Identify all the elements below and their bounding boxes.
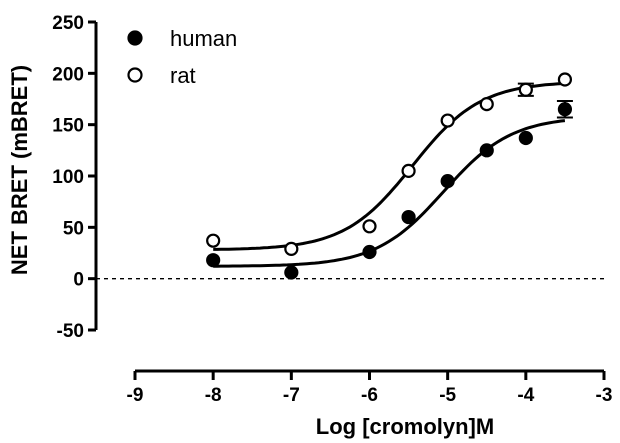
legend-marker-human — [127, 30, 143, 46]
data-point-rat — [557, 72, 573, 87]
data-point-human — [401, 209, 416, 225]
fit-curve-rat — [213, 81, 565, 251]
y-tick-label: 100 — [52, 167, 84, 188]
data-point-human — [440, 174, 455, 189]
y-tick-label: 250 — [52, 13, 84, 34]
y-tick-label: 0 — [73, 270, 84, 291]
x-tick-label: -7 — [283, 385, 300, 406]
x-tick-label: -6 — [361, 385, 378, 406]
data-points — [206, 72, 573, 280]
x-tick-label: -3 — [596, 385, 613, 406]
data-point-rat — [284, 241, 299, 256]
legend-marker-rat — [127, 67, 143, 83]
data-point-human — [362, 244, 377, 260]
x-tick-label: -9 — [127, 385, 144, 406]
legend-label-rat: rat — [170, 63, 196, 88]
x-axis-title: Log [cromolyn]M — [316, 414, 494, 439]
data-point-rat — [440, 113, 455, 128]
data-point-human — [557, 102, 573, 117]
data-point-human — [479, 143, 494, 158]
legend-label-human: human — [170, 26, 237, 51]
data-point-rat — [401, 163, 416, 178]
fit-curve-human — [213, 119, 566, 268]
legend: human rat — [127, 26, 237, 88]
y-tick-label: 50 — [63, 218, 84, 239]
x-axis: -9 -8 -7 -6 -5 -4 -3 — [127, 369, 613, 406]
fit-curves — [213, 81, 566, 268]
y-tick-label: 200 — [52, 64, 84, 85]
y-tick-label: 150 — [52, 116, 84, 137]
x-tick-label: -4 — [517, 385, 534, 406]
y-axis-title: NET BRET (mBRET) — [7, 65, 32, 275]
y-axis: 250 200 150 100 50 0 -50 — [52, 13, 98, 342]
x-tick-label: -8 — [205, 385, 222, 406]
data-point-rat — [206, 233, 221, 248]
data-point-rat — [518, 82, 533, 97]
x-tick-label: -5 — [439, 385, 456, 406]
data-point-human — [206, 253, 221, 268]
data-point-rat — [479, 97, 494, 112]
data-point-rat — [362, 219, 377, 234]
data-point-human — [284, 265, 299, 280]
y-tick-label: -50 — [57, 321, 84, 342]
data-point-human — [518, 130, 533, 146]
